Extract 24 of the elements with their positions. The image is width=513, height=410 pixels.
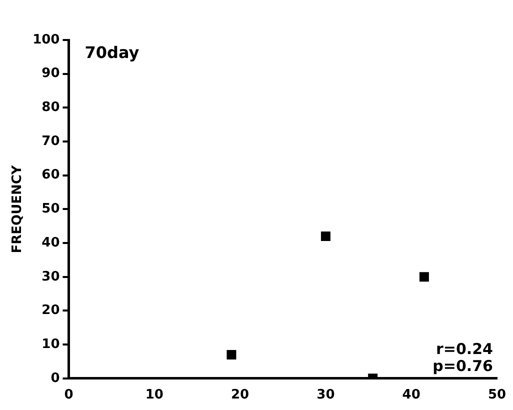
y-tick-label: 40 [42,235,60,250]
y-tick-label: 20 [42,303,60,318]
annotation: r=0.24 [436,340,493,358]
x-tick-label: 40 [402,388,420,403]
point [226,350,236,360]
y-axis-title: FREQUENCY [10,164,26,254]
y-tick-label: 100 [32,32,60,48]
y-tick-label: 0 [50,370,60,386]
annotation: p=0.76 [432,356,493,375]
point [419,272,429,282]
point [320,232,330,242]
y-tick-label: 10 [42,336,60,352]
y-tick-label: 30 [42,269,60,284]
x-tick-label: 0 [64,388,74,403]
y-tick-label: 60 [42,168,60,183]
chart-title: 70day [84,43,140,62]
y-tick-label: 90 [42,66,60,82]
x-tick-label: 20 [230,388,250,403]
y-tick-label: 80 [42,100,60,116]
y-tick-label: 70 [42,134,60,149]
y-tick-label: 50 [42,202,60,217]
x-tick-label: 10 [145,388,164,403]
x-tick-label: 30 [316,388,335,403]
x-tick-label: 50 [488,388,506,403]
